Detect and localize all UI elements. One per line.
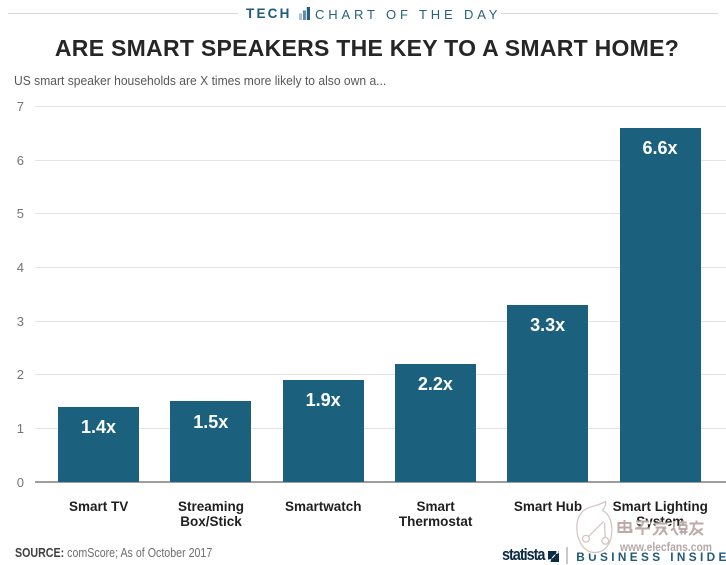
svg-text:www.elecfans.com: www.elecfans.com bbox=[619, 542, 712, 554]
svg-text:www.elecfans.com: www.elecfans.com bbox=[620, 543, 713, 555]
